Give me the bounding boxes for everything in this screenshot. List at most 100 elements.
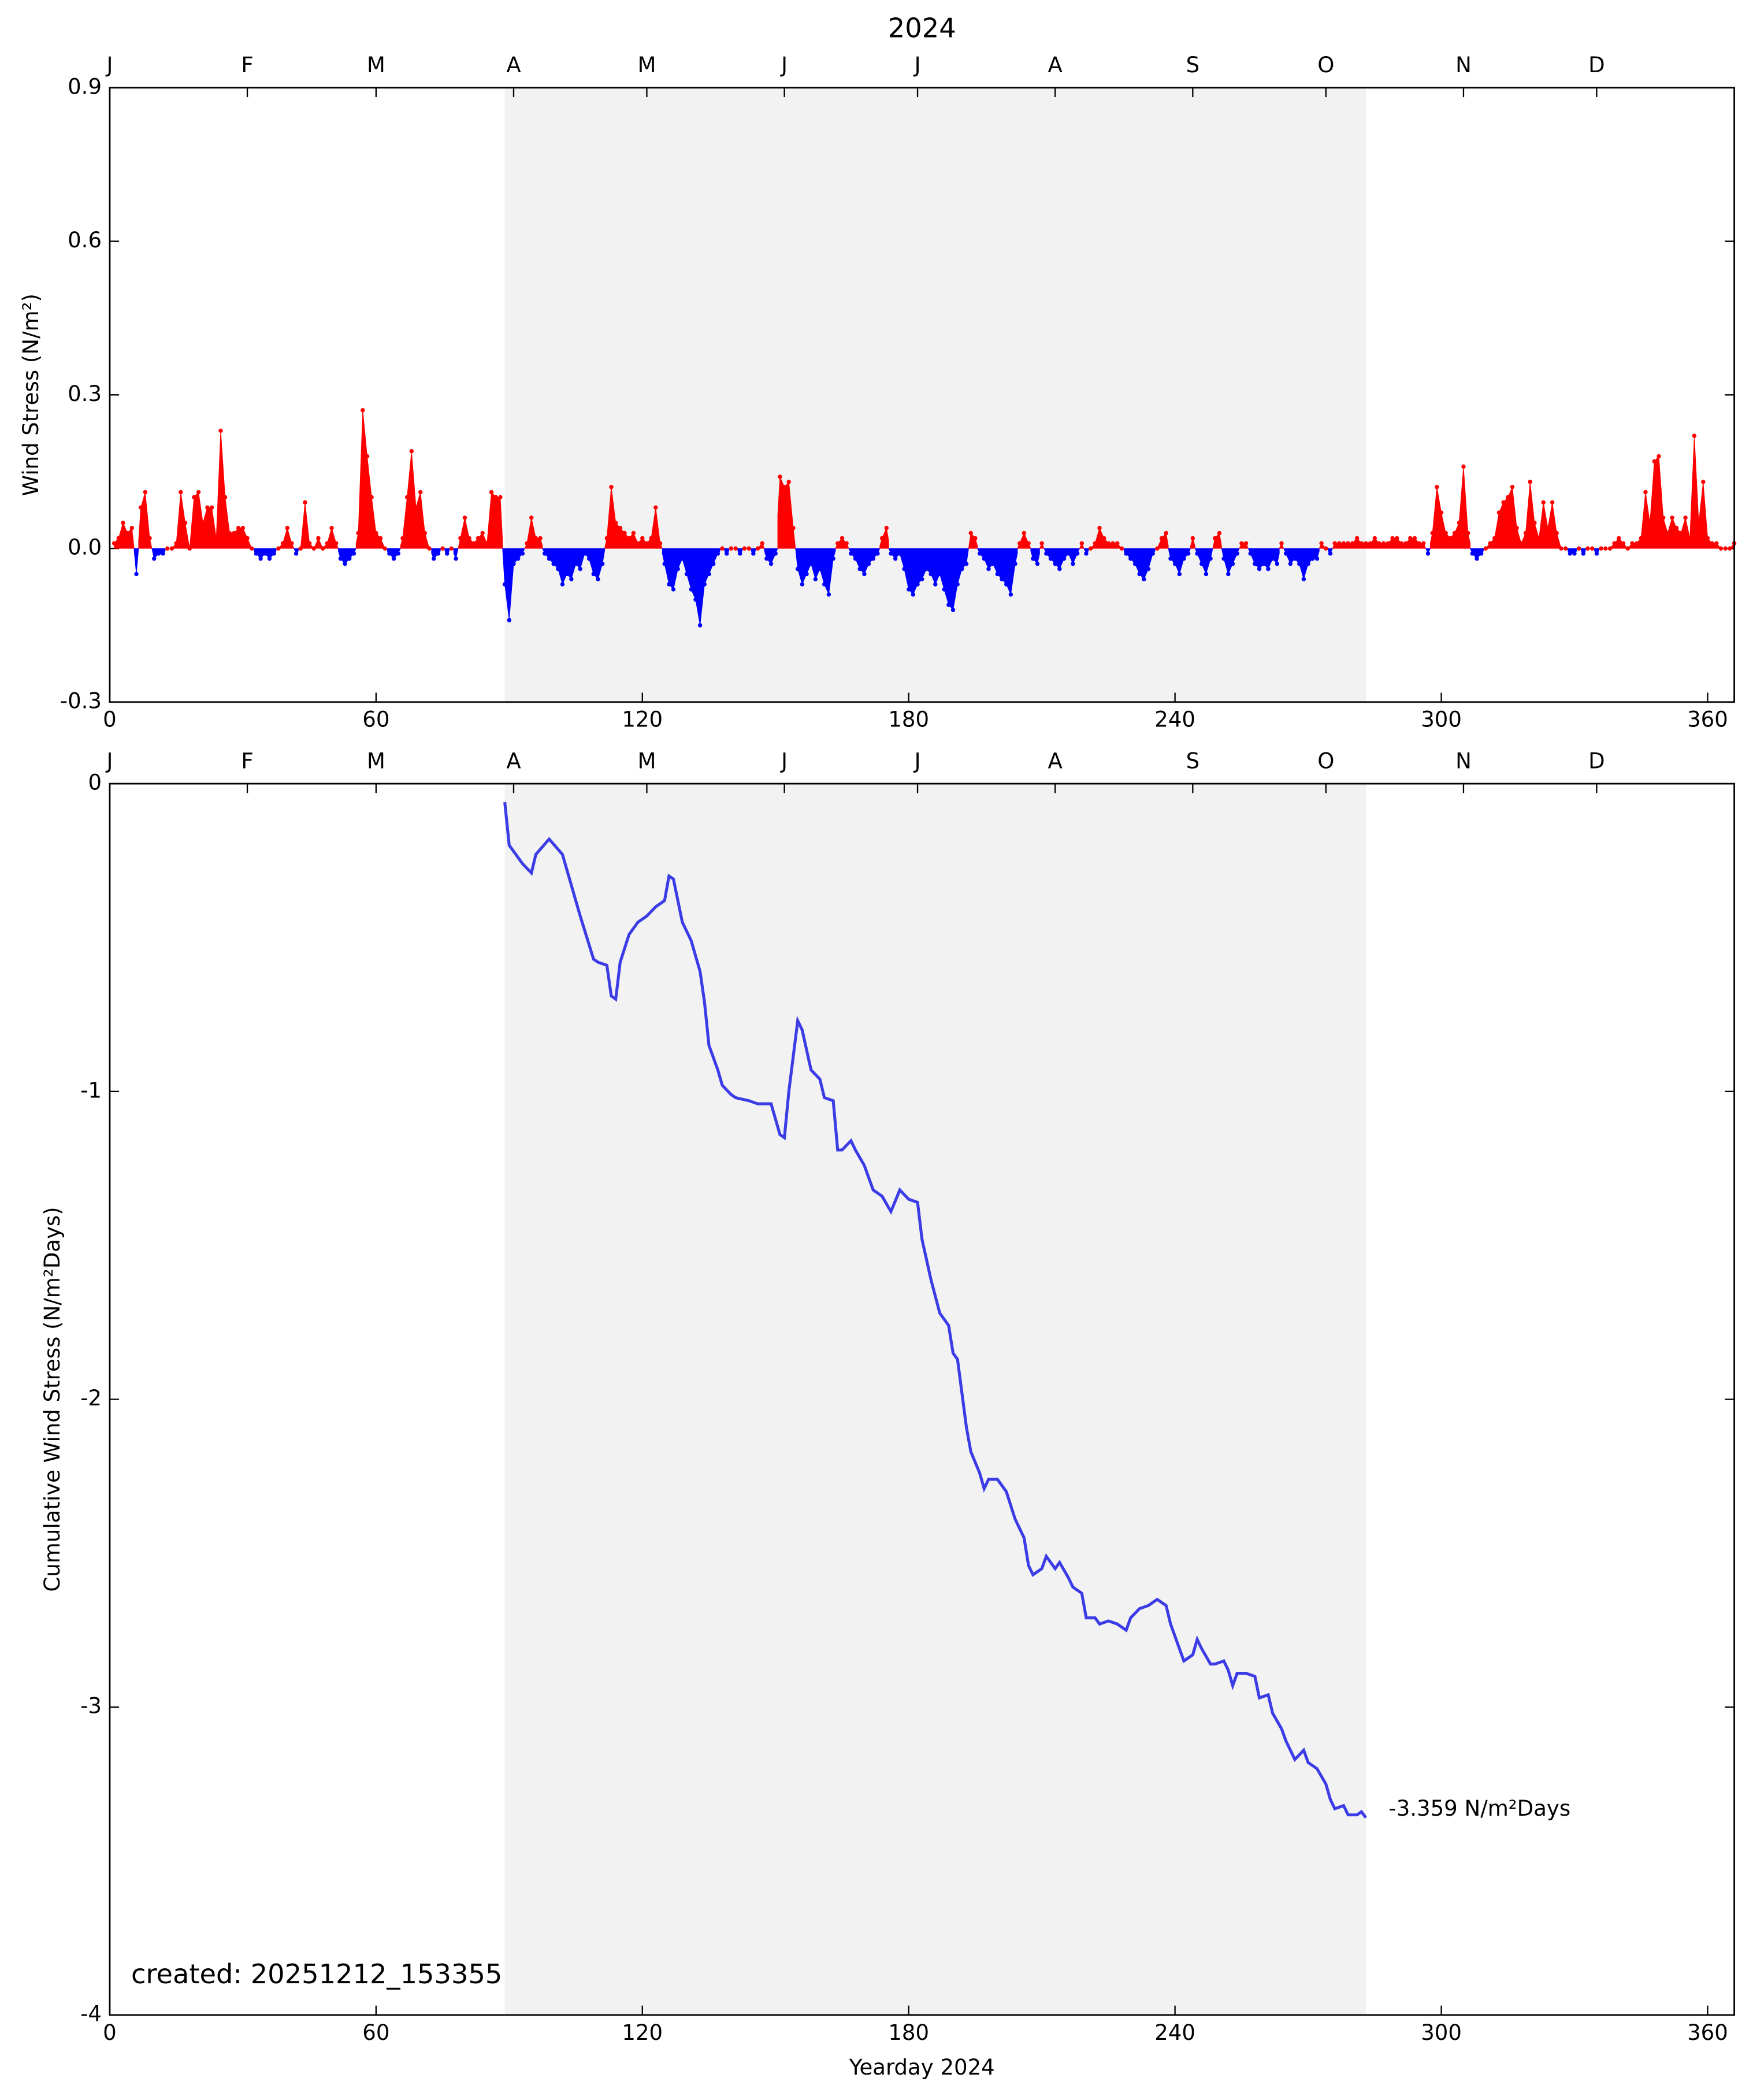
stress-area xyxy=(808,548,814,572)
stress-point xyxy=(196,489,201,495)
stress-area xyxy=(1163,532,1169,549)
stress-area xyxy=(1004,548,1009,590)
stress-point xyxy=(822,582,827,587)
stress-point xyxy=(693,597,698,602)
stress-point xyxy=(325,541,330,546)
month-label: A xyxy=(506,53,521,77)
month-label: J xyxy=(105,53,113,77)
stress-point xyxy=(222,495,228,500)
stress-point xyxy=(622,530,627,536)
stress-point xyxy=(449,546,454,551)
stress-point xyxy=(1599,546,1603,551)
stress-point xyxy=(1670,515,1674,520)
stress-point xyxy=(294,551,299,556)
stress-area xyxy=(883,527,889,549)
stress-point xyxy=(920,577,924,581)
stress-point xyxy=(831,556,835,561)
stress-point xyxy=(1506,495,1510,500)
stress-point xyxy=(1678,530,1684,536)
stress-point xyxy=(1368,541,1373,546)
stress-point xyxy=(973,536,978,541)
stress-point xyxy=(1213,536,1217,541)
stress-point xyxy=(1461,464,1466,469)
cumulative-line xyxy=(503,802,1367,1819)
stress-area xyxy=(342,548,348,565)
stress-point xyxy=(1359,541,1364,546)
stress-point xyxy=(671,587,676,592)
stress-point xyxy=(1572,551,1577,556)
stress-point xyxy=(1372,536,1377,541)
plot-frame xyxy=(109,87,1735,703)
x-tick-label: 240 xyxy=(1154,2020,1195,2045)
stress-point xyxy=(569,577,574,581)
stress-point xyxy=(1554,530,1559,536)
stress-area xyxy=(1141,548,1147,580)
y-tick-label: 0.9 xyxy=(68,74,102,99)
stress-point xyxy=(1186,551,1191,556)
stress-point xyxy=(1044,551,1049,556)
stress-area xyxy=(529,517,534,549)
stress-point xyxy=(1190,536,1195,541)
stress-point xyxy=(1182,556,1186,561)
stress-point xyxy=(1590,546,1595,551)
stress-point xyxy=(263,551,268,556)
stress-point xyxy=(1617,536,1621,541)
stress-area xyxy=(329,526,335,549)
stress-area xyxy=(355,472,361,549)
stress-point xyxy=(893,556,898,561)
stress-area xyxy=(1257,548,1262,570)
stress-area xyxy=(569,548,574,580)
stress-point xyxy=(711,561,716,566)
stress-area xyxy=(1314,548,1320,559)
stress-point xyxy=(1683,515,1688,520)
stress-point xyxy=(1701,480,1706,484)
stress-point xyxy=(1177,572,1182,577)
stress-point xyxy=(707,572,711,577)
stress-point xyxy=(209,505,214,510)
stress-point xyxy=(533,536,538,541)
stress-point xyxy=(1492,536,1497,541)
stress-point xyxy=(156,551,161,556)
stress-point xyxy=(245,536,250,541)
stress-area xyxy=(777,476,783,549)
stress-point xyxy=(1723,546,1728,551)
stress-point xyxy=(840,536,845,541)
stress-area xyxy=(205,507,210,549)
stress-area xyxy=(1705,510,1710,549)
stress-point xyxy=(786,480,791,484)
stress-point xyxy=(267,556,272,561)
stress-point xyxy=(1106,541,1111,546)
stress-point xyxy=(1532,521,1537,525)
stress-point xyxy=(582,551,587,556)
stress-point xyxy=(596,577,600,581)
month-label: S xyxy=(1186,53,1200,77)
stress-point xyxy=(1168,556,1173,561)
stress-area xyxy=(800,548,805,585)
stress-point xyxy=(1035,561,1040,566)
stress-point xyxy=(1293,556,1297,561)
x-tick-label: 180 xyxy=(888,2020,929,2045)
stress-point xyxy=(1652,459,1657,464)
stress-point xyxy=(795,566,800,572)
stress-point xyxy=(977,551,982,556)
stress-point xyxy=(1408,536,1413,541)
stress-point xyxy=(1199,561,1204,566)
stress-point xyxy=(800,582,805,587)
stress-area xyxy=(480,532,485,549)
stress-point xyxy=(161,551,165,556)
stress-point xyxy=(1479,551,1484,556)
x-tick-label: 0 xyxy=(103,707,117,732)
stress-point xyxy=(1452,530,1457,536)
stress-point xyxy=(333,541,339,546)
stress-area xyxy=(999,548,1005,582)
stress-point xyxy=(1155,546,1160,551)
stress-point xyxy=(1412,536,1417,541)
stress-point xyxy=(493,495,498,500)
stress-point xyxy=(1585,546,1590,551)
stress-point xyxy=(1647,521,1652,525)
stress-point xyxy=(782,485,787,489)
stress-point xyxy=(1710,541,1714,546)
stress-point xyxy=(454,556,458,561)
stress-area xyxy=(1540,502,1546,549)
y-tick-label: 0 xyxy=(88,770,102,795)
